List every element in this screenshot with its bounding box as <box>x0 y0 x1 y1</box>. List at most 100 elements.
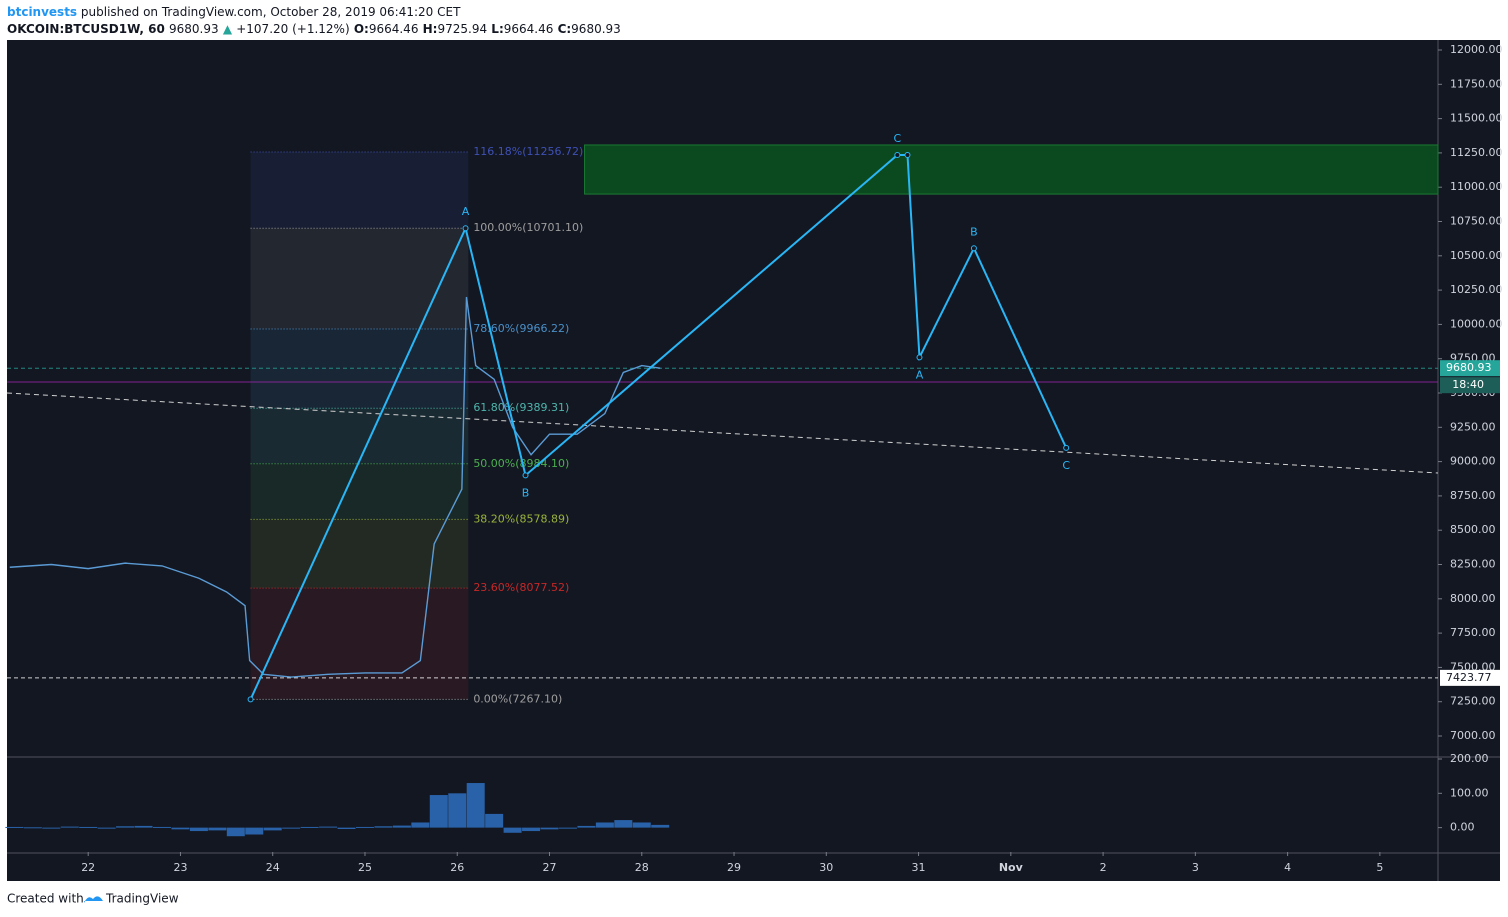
volume-bar <box>595 822 614 828</box>
volume-bar <box>577 825 596 828</box>
wave-point <box>1063 444 1070 451</box>
y-tick-label: 10500.00 <box>1450 249 1503 262</box>
volume-bar <box>60 826 79 828</box>
volume-bar <box>5 826 24 828</box>
y-tick-label: 9000.00 <box>1450 455 1496 468</box>
volume-bar <box>282 827 301 829</box>
wave-point <box>894 151 901 158</box>
y-tick-label: 7750.00 <box>1450 626 1496 639</box>
volume-bar <box>208 827 227 831</box>
arrow: ▲ <box>223 22 233 36</box>
volume-bar <box>116 826 135 828</box>
l: 9664.46 <box>504 22 554 36</box>
fib-label: 61.80%(9389.31) <box>473 401 569 414</box>
x-tick-label: 28 <box>635 861 649 874</box>
fib-label: 38.20%(8578.89) <box>473 512 569 525</box>
fib-band <box>250 151 469 229</box>
y-tick-label: 8250.00 <box>1450 558 1496 571</box>
fib-label: 116.18%(11256.72) <box>473 145 583 158</box>
volume-tick-label: 100.00 <box>1450 786 1489 799</box>
symbol: OKCOIN:BTCUSD1W, 60 <box>7 22 165 36</box>
price-tag-label: 7423.77 <box>1446 671 1492 684</box>
header-line: btcinvests published on TradingView.com,… <box>7 5 461 19</box>
wave-point <box>916 354 923 361</box>
y-tick-label: 11500.00 <box>1450 112 1503 125</box>
x-tick-label: 29 <box>727 861 741 874</box>
volume-bar <box>171 827 190 830</box>
wave-label: C <box>1062 459 1070 472</box>
y-tick-label: 8500.00 <box>1450 523 1496 536</box>
target-zone <box>584 144 1439 195</box>
y-tick-label: 10750.00 <box>1450 215 1503 228</box>
wave-point <box>462 225 469 232</box>
volume-bar <box>79 826 98 828</box>
price-tag <box>1440 669 1500 686</box>
y-tick-label: 7250.00 <box>1450 695 1496 708</box>
trend-line <box>6 392 1439 474</box>
y-tick-label: 11250.00 <box>1450 146 1503 159</box>
footer-brand[interactable]: TradingView <box>105 892 179 906</box>
wave-label: A <box>462 205 470 218</box>
fib-band <box>250 228 469 330</box>
volume-bar <box>337 827 356 830</box>
volume-tick-label: 0.00 <box>1450 821 1475 834</box>
fib-label: 78.60%(9966.22) <box>473 322 569 335</box>
volume-bar <box>23 827 42 829</box>
fib-band <box>250 588 469 700</box>
volume-bar <box>503 827 522 833</box>
volume-bar <box>300 826 319 828</box>
x-tick-label: 30 <box>819 861 833 874</box>
wave-point <box>247 696 254 703</box>
price-tag-label: 9680.93 <box>1446 361 1492 374</box>
wave-label: B <box>970 225 978 238</box>
change: +107.20 (+1.12%) <box>236 22 349 36</box>
last: 9680.93 <box>169 22 219 36</box>
wave-path <box>249 153 1068 700</box>
volume-bar <box>97 827 116 829</box>
o: 9664.46 <box>369 22 419 36</box>
volume-bar <box>558 827 577 829</box>
h-label: H: <box>423 22 438 36</box>
x-tick-label: 2 <box>1100 861 1107 874</box>
symbol-line: OKCOIN:BTCUSD1W, 60 9680.93 ▲ +107.20 (+… <box>7 22 621 36</box>
fib-label: 0.00%(7267.10) <box>473 692 562 705</box>
volume-bar <box>540 827 559 830</box>
volume-bar <box>632 822 651 828</box>
fib-label: 23.60%(8077.52) <box>473 581 569 594</box>
x-tick-label: 26 <box>450 861 464 874</box>
wave-point <box>904 151 911 158</box>
volume-bar <box>448 793 467 828</box>
o-label: O: <box>354 22 369 36</box>
fib-label: 100.00%(10701.10) <box>473 221 583 234</box>
x-tick-label: 27 <box>543 861 557 874</box>
y-tick-label: 10250.00 <box>1450 283 1503 296</box>
y-tick-label: 11000.00 <box>1450 180 1503 193</box>
x-tick-label: 5 <box>1376 861 1383 874</box>
wave-point <box>970 245 977 252</box>
price-line-series <box>9 296 661 678</box>
h: 9725.94 <box>437 22 487 36</box>
volume-bar <box>319 826 338 828</box>
volume-tick-label: 200.00 <box>1450 752 1489 765</box>
wave-label: B <box>522 486 530 499</box>
y-tick-label: 8750.00 <box>1450 489 1496 502</box>
countdown: 18:40 <box>1452 378 1484 391</box>
volume-bar <box>522 827 541 832</box>
x-tick-label: 25 <box>358 861 372 874</box>
y-tick-label: 9250.00 <box>1450 420 1496 433</box>
y-tick-label: 8000.00 <box>1450 592 1496 605</box>
wave-point <box>522 472 529 479</box>
fib-band <box>250 408 469 464</box>
brand-logo <box>84 896 103 903</box>
volume-bar <box>189 827 208 832</box>
price-tag <box>1440 360 1500 377</box>
x-tick-label: 4 <box>1284 861 1291 874</box>
volume-bar <box>263 827 282 831</box>
volume-bar <box>355 826 374 828</box>
volume-bar <box>42 827 61 829</box>
y-tick-label: 7000.00 <box>1450 729 1496 742</box>
volume-bar <box>134 825 153 828</box>
y-tick-label: 10000.00 <box>1450 317 1503 330</box>
